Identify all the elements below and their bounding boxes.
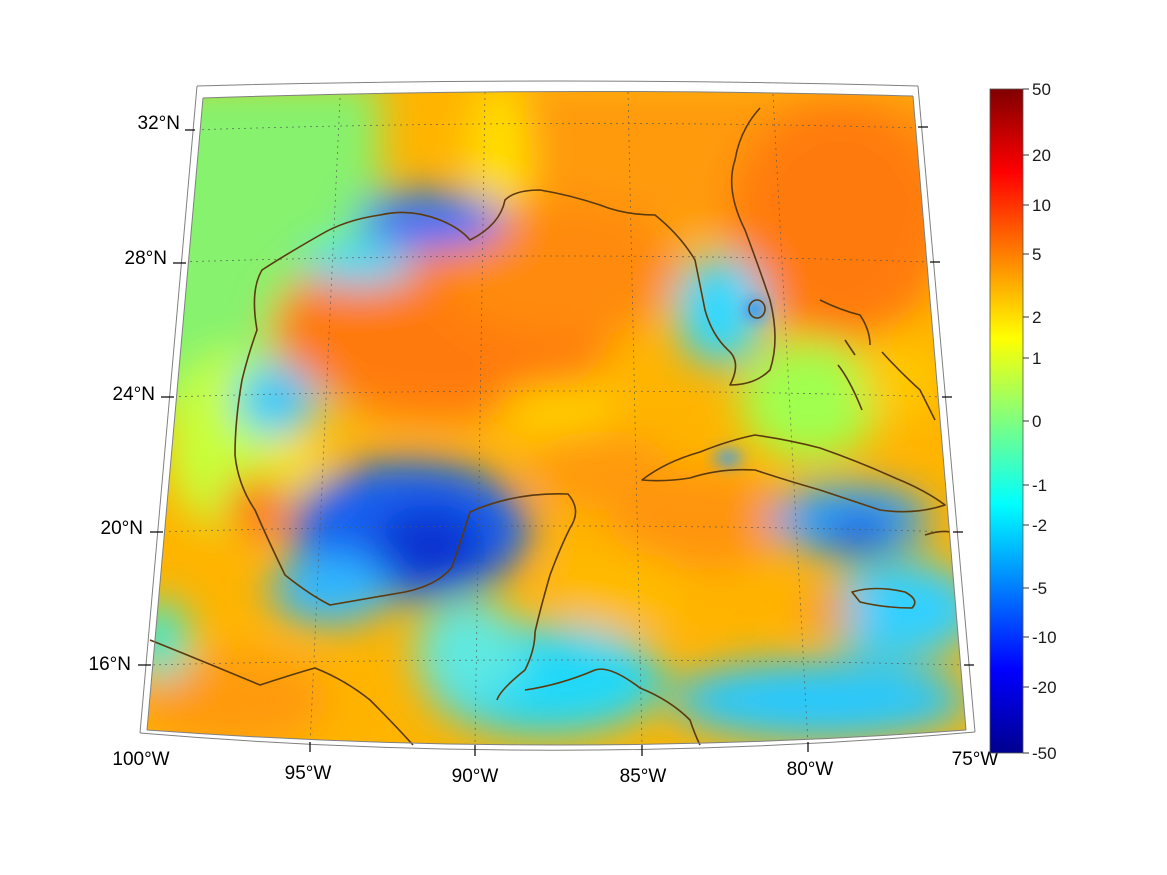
lat-label-32n: 32°N <box>138 113 180 134</box>
pacific-coastline <box>149 639 414 746</box>
lon-label-85w: 85°W <box>620 766 667 787</box>
colorbar-tick-label: 50 <box>1032 80 1051 99</box>
hispaniola-coastline <box>924 530 951 536</box>
colorbar-gradient <box>989 88 1024 754</box>
colorbar-tick-label: 1 <box>1032 349 1041 368</box>
data-field <box>147 91 966 746</box>
cuba-coastline <box>641 434 946 513</box>
jamaica-coastline <box>851 587 916 609</box>
frame-ticks <box>138 126 974 756</box>
lat-label-16n: 16°N <box>89 654 131 675</box>
lat-label-24n: 24°N <box>113 384 155 405</box>
lon-label-75w: 75°W <box>952 749 999 770</box>
lon-label-95w: 95°W <box>285 763 332 784</box>
colorbar-tick-label: -20 <box>1032 678 1057 697</box>
lon-label-90w: 90°W <box>452 766 499 787</box>
map-frame <box>139 80 976 751</box>
colorbar-tick-label: -5 <box>1032 579 1047 598</box>
central-america-coastline <box>524 668 701 746</box>
colorbar-tick-label: 10 <box>1032 196 1051 215</box>
colorbar-tick-label: -1 <box>1032 476 1047 495</box>
colorbar-tick-label: -10 <box>1032 628 1057 647</box>
graticule <box>147 91 966 746</box>
bahamas-coastline <box>819 299 936 421</box>
lon-label-80w: 80°W <box>787 759 834 780</box>
lat-labels: 32°N 28°N 24°N 20°N 16°N <box>89 113 180 675</box>
colorbar-tick-label: 2 <box>1032 308 1041 327</box>
lon-labels: 100°W 95°W 90°W 85°W 80°W 75°W <box>112 749 998 787</box>
coastlines <box>149 107 951 746</box>
colorbar-tick-label: -2 <box>1032 516 1047 535</box>
lat-label-28n: 28°N <box>125 248 167 269</box>
colorbar-tick-label: -50 <box>1032 744 1057 763</box>
gulf-coastline <box>234 107 776 701</box>
colorbar-tick-label: 20 <box>1032 146 1051 165</box>
colorbar-tick-label: 5 <box>1032 245 1041 264</box>
lon-label-100w: 100°W <box>112 749 169 770</box>
lake-okeechobee <box>748 299 766 319</box>
colorbar-tick-label: 0 <box>1032 412 1041 431</box>
lat-label-20n: 20°N <box>101 518 143 539</box>
